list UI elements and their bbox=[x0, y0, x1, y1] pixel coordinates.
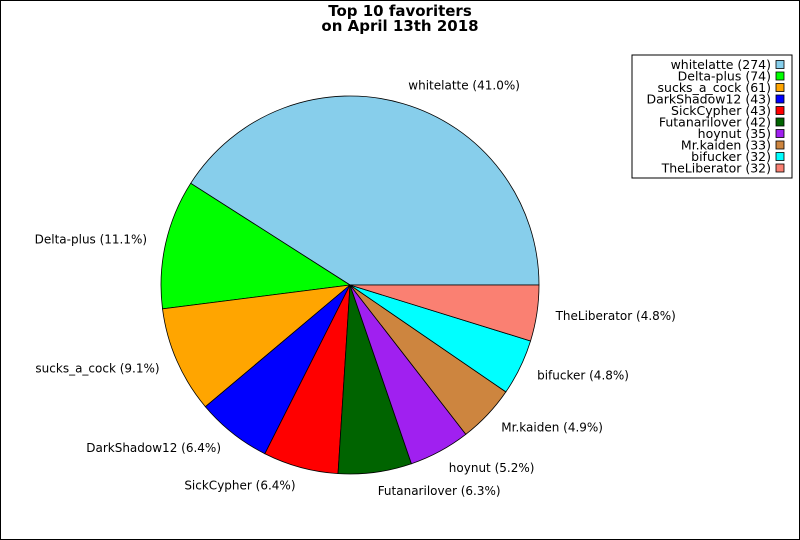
slice-label-delta-plus: Delta-plus (11.1%) bbox=[35, 233, 147, 247]
slice-labels: whitelatte (41.0%) Delta-plus (11.1%) suck… bbox=[35, 78, 676, 498]
legend-entry-darkshadow12: DarkShadow12 (43) bbox=[646, 92, 771, 107]
legend-entry-theliberator: TheLiberator (32) bbox=[661, 161, 771, 176]
legend-swatch-darkshadow12 bbox=[775, 94, 785, 104]
legend-entry-hoynut: hoynut (35) bbox=[698, 126, 771, 141]
legend-entry-whitelatte: whitelatte (274) bbox=[671, 57, 771, 72]
slice-label-bifucker: bifucker (4.8%) bbox=[537, 369, 629, 383]
chart-title-line1: Top 10 favoriters bbox=[328, 2, 472, 20]
pie-slice-sucks-a-cock bbox=[162, 284, 352, 408]
slice-label-whitelatte: whitelatte (41.0%) bbox=[408, 78, 520, 92]
slice-label-futanarilover: Futanarilover (6.3%) bbox=[378, 484, 501, 498]
pie-slice-whitelatte bbox=[190, 95, 540, 286]
legend-swatch-whitelatte bbox=[775, 60, 785, 69]
chart-title-line2: on April 13th 2018 bbox=[321, 17, 478, 35]
legend-swatch-delta-plus bbox=[775, 71, 785, 81]
legend-box bbox=[631, 54, 793, 179]
slice-label-sickcypher: SickCypher (6.4%) bbox=[184, 479, 295, 493]
pie-slice-delta-plus bbox=[160, 182, 352, 310]
slice-label-sucks-a-cock: sucks_a_cock (9.1%) bbox=[35, 362, 159, 376]
legend-swatch-mr-kaiden bbox=[775, 140, 785, 150]
slice-label-theliberator: TheLiberator (4.8%) bbox=[555, 309, 676, 323]
legend-entry-futanarilover: Futanarilover (42) bbox=[659, 115, 771, 130]
legend-swatch-bifucker bbox=[775, 152, 785, 161]
legend-swatch-sickcypher bbox=[775, 106, 785, 115]
legend-entry-delta-plus: Delta-plus (74) bbox=[678, 69, 771, 84]
slice-label-hoynut: hoynut (5.2%) bbox=[449, 461, 535, 475]
slice-label-mr-kaiden: Mr.kaiden (4.9%) bbox=[501, 421, 603, 435]
legend-swatch-futanarilover bbox=[775, 117, 785, 127]
pie-slices bbox=[160, 95, 540, 475]
legend: whitelatte (274)Delta-plus (74)sucks_a_c… bbox=[631, 54, 793, 179]
legend-entry-sucks-a-cock: sucks_a_cock (61) bbox=[658, 80, 771, 95]
legend-swatch-theliberator bbox=[775, 163, 785, 173]
legend-entry-bifucker: bifucker (32) bbox=[691, 149, 771, 164]
legend-entry-mr-kaiden: Mr.kaiden (33) bbox=[681, 138, 771, 153]
legend-entry-sickcypher: SickCypher (43) bbox=[671, 103, 771, 118]
legend-swatch-hoynut bbox=[775, 129, 785, 138]
legend-swatch-sucks-a-cock bbox=[775, 83, 785, 92]
slice-label-darkshadow12: DarkShadow12 (6.4%) bbox=[86, 441, 221, 455]
pie-slice-theliberator bbox=[349, 284, 540, 342]
